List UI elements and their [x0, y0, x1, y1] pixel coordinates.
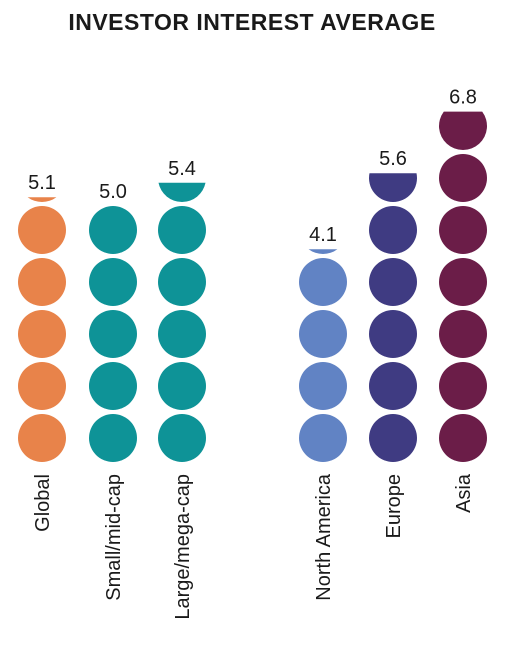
unit-dot [158, 310, 206, 358]
value-label: 4.1 [309, 224, 337, 246]
value-label: 5.1 [28, 172, 56, 194]
category-label: Large/mega-cap [172, 474, 194, 620]
unit-dot [89, 206, 137, 254]
unit-dot [439, 258, 487, 306]
unit-dot [18, 258, 66, 306]
unit-dot [369, 258, 417, 306]
category-label: North America [313, 473, 335, 601]
unit-dot [299, 258, 347, 306]
unit-dot [369, 414, 417, 462]
partial-dot [308, 249, 338, 254]
category-label: Small/mid-cap [103, 474, 125, 601]
unit-dot [89, 362, 137, 410]
unit-dot [439, 154, 487, 202]
unit-dot [18, 414, 66, 462]
unit-dot [439, 362, 487, 410]
unit-dot [369, 206, 417, 254]
unit-dot [299, 414, 347, 462]
value-label: 6.8 [449, 87, 477, 109]
unit-dot [299, 310, 347, 358]
unit-dot [158, 206, 206, 254]
unit-dot [369, 310, 417, 358]
partial-dot [158, 182, 206, 202]
unit-dot [18, 310, 66, 358]
value-label: 5.0 [99, 181, 127, 203]
unit-dot [18, 362, 66, 410]
unit-dot [18, 206, 66, 254]
value-label: 5.4 [168, 158, 196, 180]
unit-dot [369, 362, 417, 410]
unit-dot [439, 414, 487, 462]
unit-dot [89, 310, 137, 358]
category-label: Global [32, 474, 54, 532]
partial-dot [27, 197, 57, 202]
unit-dot [158, 414, 206, 462]
unit-dot [439, 206, 487, 254]
category-label: Asia [453, 473, 475, 513]
unit-dot [158, 362, 206, 410]
unit-dot [439, 310, 487, 358]
partial-dot [439, 111, 488, 150]
unit-dot [89, 258, 137, 306]
partial-dot [369, 173, 417, 202]
value-label: 5.6 [379, 148, 407, 170]
unit-dot [158, 258, 206, 306]
unit-dot [299, 362, 347, 410]
unit-dot [89, 414, 137, 462]
category-label: Europe [383, 474, 405, 539]
chart-title: INVESTOR INTEREST AVERAGE [68, 9, 435, 35]
